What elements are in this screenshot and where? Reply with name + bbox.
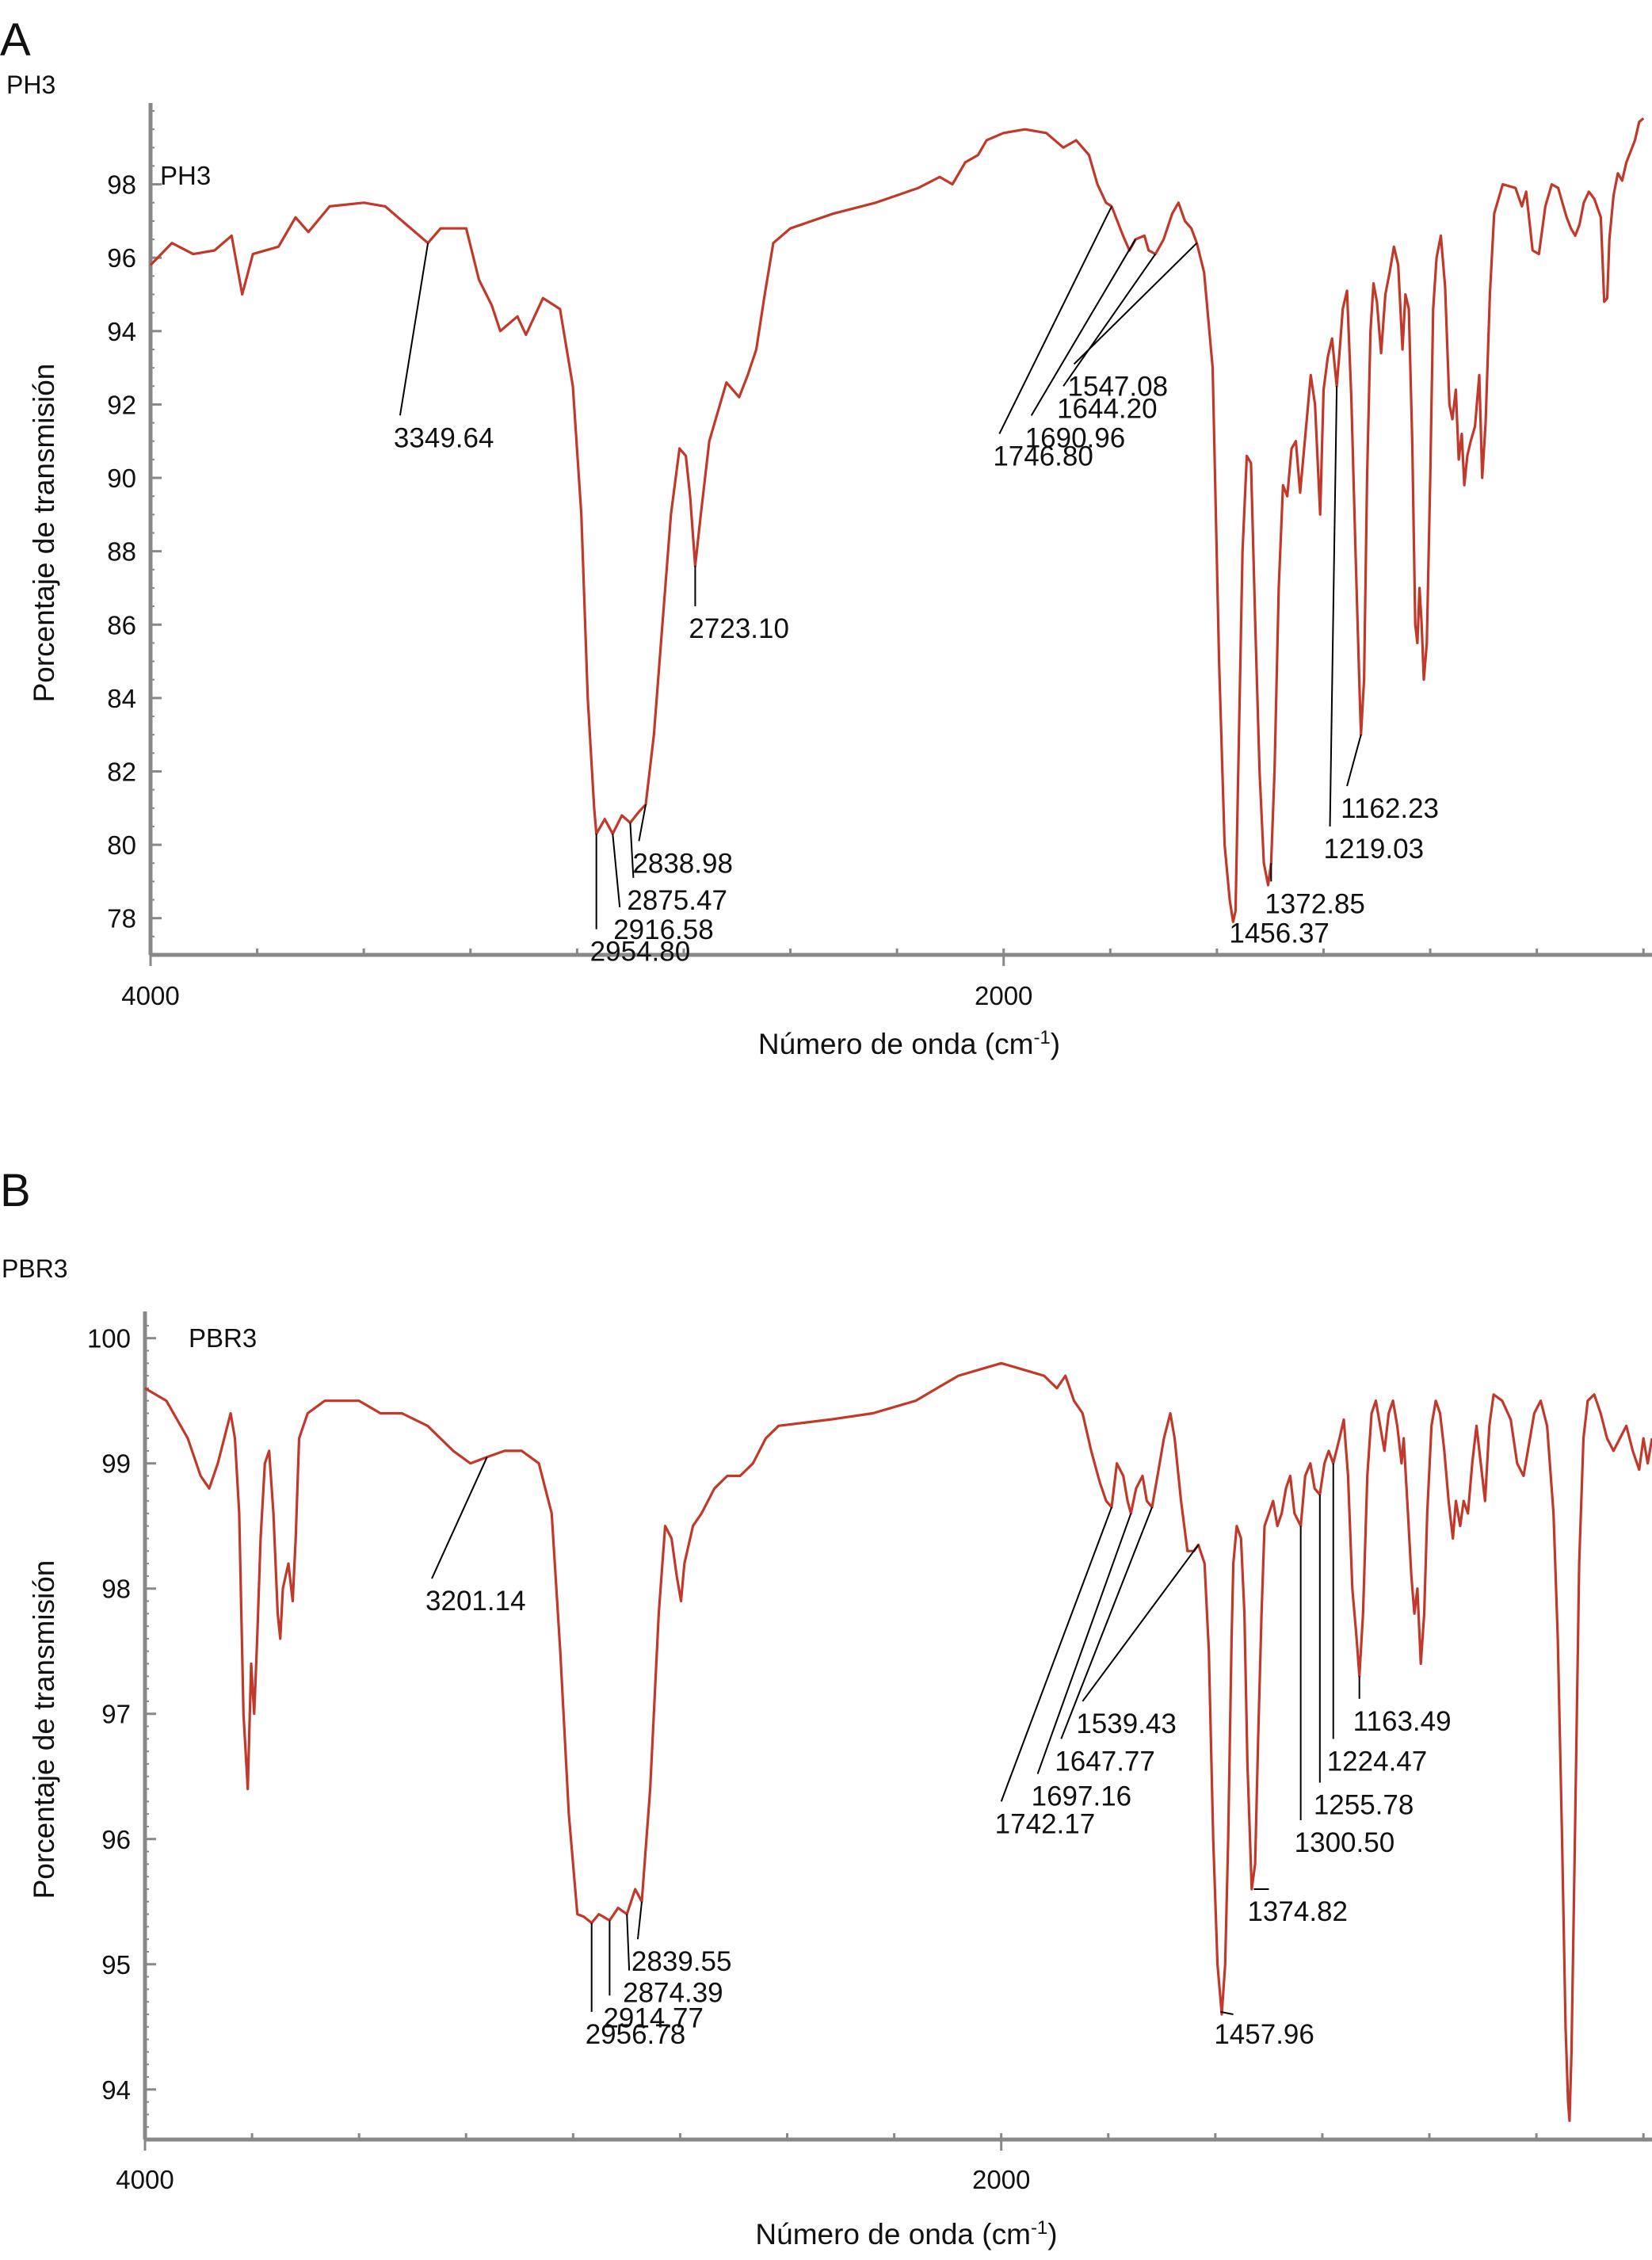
peak-leader-line bbox=[431, 1456, 488, 1579]
peak-label: 1374.82 bbox=[1247, 1896, 1348, 1927]
y-tick-label: 98 bbox=[107, 170, 136, 200]
peak-leader-line bbox=[399, 242, 429, 416]
peak-label: 1746.80 bbox=[993, 441, 1093, 471]
peak-label: 1457.96 bbox=[1214, 2019, 1314, 2050]
peak-label: 1456.37 bbox=[1229, 918, 1330, 949]
peak-label: 1539.43 bbox=[1076, 1708, 1177, 1739]
peak-label: 2875.47 bbox=[627, 885, 727, 916]
peak-label: 1644.20 bbox=[1057, 393, 1158, 424]
y-tick-label: 96 bbox=[101, 1825, 131, 1854]
peak-label: 2838.98 bbox=[632, 848, 733, 879]
y-axis-title: Porcentaje de transmisión bbox=[28, 1560, 60, 1899]
x-tick-label: 4000 bbox=[116, 2165, 174, 2194]
peak-leader-line bbox=[1082, 1544, 1200, 1702]
x-axis-title: Número de onda (cm-1) bbox=[758, 1027, 1060, 1061]
peak-label: 1742.17 bbox=[995, 1808, 1096, 1839]
y-tick-label: 86 bbox=[107, 610, 136, 639]
peak-leader-line bbox=[638, 804, 647, 842]
y-tick-label: 82 bbox=[107, 757, 136, 786]
peak-leader-line bbox=[1346, 734, 1362, 787]
panel-corner-label: PBR3 bbox=[2, 1254, 68, 1283]
y-tick-label: 95 bbox=[101, 1950, 131, 1979]
x-tick-label: 4000 bbox=[121, 981, 179, 1010]
peak-label: 1162.23 bbox=[1341, 793, 1439, 824]
peak-label: 2839.55 bbox=[631, 1946, 732, 1977]
peak-leader-line bbox=[1329, 386, 1338, 827]
panel-letter: B bbox=[0, 1165, 31, 1216]
peak-label: 1547.08 bbox=[1068, 372, 1169, 403]
panel-letter: A bbox=[0, 14, 31, 66]
peak-label: 2723.10 bbox=[689, 613, 789, 644]
peak-label: 2914.77 bbox=[603, 2002, 704, 2033]
peak-label: 1372.85 bbox=[1265, 888, 1365, 919]
y-tick-label: 84 bbox=[107, 684, 136, 713]
peak-label: 1255.78 bbox=[1314, 1790, 1414, 1821]
y-tick-label: 98 bbox=[101, 1575, 131, 1604]
y-tick-label: 88 bbox=[107, 537, 136, 567]
peak-leader-line bbox=[612, 834, 621, 907]
peak-leader-line bbox=[1036, 1513, 1132, 1774]
peak-label: 2916.58 bbox=[613, 914, 714, 945]
peak-label: 2874.39 bbox=[623, 1978, 723, 2009]
peak-leader-line bbox=[1060, 1506, 1153, 1739]
y-axis-title: Porcentaje de transmisión bbox=[28, 364, 60, 703]
peak-label: 1219.03 bbox=[1324, 834, 1425, 865]
y-tick-label: 99 bbox=[101, 1449, 131, 1479]
peak-leader-line bbox=[1063, 254, 1157, 387]
peak-label: 2954.80 bbox=[590, 937, 691, 968]
y-tick-label: 94 bbox=[107, 317, 136, 346]
peak-leader-line bbox=[626, 1914, 631, 1971]
peak-label: 1163.49 bbox=[1353, 1706, 1452, 1737]
panel-corner-label: PH3 bbox=[6, 71, 55, 99]
y-tick-label: 100 bbox=[87, 1324, 131, 1353]
y-tick-label: 78 bbox=[107, 904, 136, 933]
y-tick-label: 94 bbox=[101, 2075, 131, 2105]
y-tick-label: 90 bbox=[107, 464, 136, 493]
y-tick-label: 80 bbox=[107, 830, 136, 860]
spectrum-line bbox=[144, 1361, 1652, 2122]
series-label: PBR3 bbox=[189, 1323, 257, 1353]
peak-label: 2956.78 bbox=[586, 2019, 686, 2050]
y-tick-label: 96 bbox=[107, 243, 136, 273]
peak-leader-line bbox=[1220, 2010, 1234, 2015]
peak-label: 1300.50 bbox=[1295, 1827, 1395, 1858]
spectrum-line bbox=[149, 117, 1645, 923]
peak-leader-line bbox=[636, 1901, 643, 1940]
peak-leader-line bbox=[1030, 239, 1136, 416]
series-label: PH3 bbox=[160, 161, 211, 190]
peak-label: 1697.16 bbox=[1032, 1781, 1132, 1812]
peak-label: 1690.96 bbox=[1025, 422, 1126, 453]
peak-leader-line bbox=[1073, 242, 1198, 365]
peak-leader-line bbox=[1000, 1506, 1112, 1802]
panel-b: B PBR3 PBR3 100 99 98 97 96 95 94 4000 2000 Número d… bbox=[0, 1165, 1652, 2250]
y-tick-label: 97 bbox=[101, 1700, 131, 1729]
peak-label: 1224.47 bbox=[1327, 1746, 1428, 1777]
peak-label: 1647.77 bbox=[1055, 1746, 1155, 1777]
x-tick-label: 2000 bbox=[975, 981, 1032, 1010]
x-tick-label: 2000 bbox=[972, 2165, 1030, 2194]
y-tick-label: 92 bbox=[107, 390, 136, 419]
x-axis-title: Número de onda (cm-1) bbox=[755, 2217, 1057, 2251]
peak-leader-line bbox=[629, 823, 635, 878]
peak-leader-line bbox=[998, 205, 1112, 434]
peak-label: 3349.64 bbox=[394, 422, 494, 453]
panel-a: A PH3 PH3 98 96 94 92 90 88 86 84 82 80 78 4000 2000 Núm… bbox=[0, 14, 1652, 1060]
peak-label: 3201.14 bbox=[425, 1586, 526, 1617]
